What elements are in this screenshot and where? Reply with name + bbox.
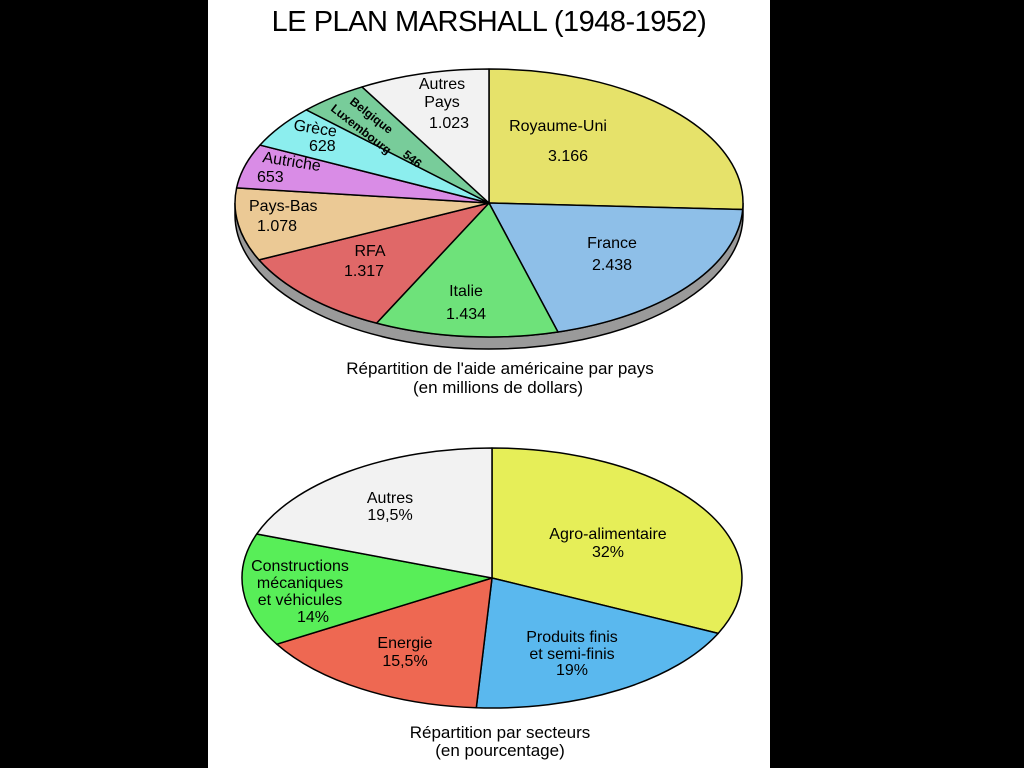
value-constructions: 14% [297, 609, 329, 626]
pie-slice-france [488, 202, 744, 333]
caption-countries-line2: (en millions de dollars) [413, 378, 583, 397]
pie-slice-pays-bas [234, 187, 490, 261]
value-energie: 15,5% [382, 653, 427, 670]
chart-title: LE PLAN MARSHALL (1948-1952) [271, 6, 707, 38]
label-produits-finis-line2: et semi-finis [529, 646, 614, 663]
label-grece: Grèce [292, 117, 338, 141]
label-agro-alimentaire: Agro-alimentaire [549, 526, 666, 543]
pie-slice-agro-alimentaire [491, 447, 743, 635]
pie-slice-produits-finis-et-semi-finis [475, 577, 719, 709]
value-autres: 19,5% [367, 507, 412, 524]
value-pays-bas: 1.078 [257, 218, 297, 235]
value-autres-pays: 1.023 [429, 115, 469, 132]
value-autriche: 653 [257, 169, 284, 186]
value-france: 2.438 [592, 257, 632, 274]
pie-slice-royaume-uni [488, 68, 744, 211]
caption-sectors-line2: (en pourcentage) [435, 741, 564, 760]
pie-slice-rfa [258, 202, 490, 324]
caption-countries-line1: Répartition de l'aide américaine par pay… [346, 359, 654, 378]
value-agro-alimentaire: 32% [592, 544, 624, 561]
label-rfa: RFA [354, 243, 385, 260]
label-constructions-line2: mécaniques [257, 575, 343, 592]
value-royaume-uni: 3.166 [548, 148, 588, 165]
value-rfa: 1.317 [344, 263, 384, 280]
pie-slice-italie [375, 202, 559, 338]
pie-slice-constructions-mecaniques-et-vehicules [241, 533, 493, 645]
label-autres: Autres [367, 490, 413, 507]
label-france: France [587, 235, 637, 252]
label-autres-pays-line1: Autres [419, 76, 465, 93]
label-italie: Italie [449, 283, 483, 300]
label-energie: Energie [377, 635, 432, 652]
label-produits-finis-line1: Produits finis [526, 629, 618, 646]
pie-chart-sectors: Agro-alimentaire 32% Produits finis et s… [241, 447, 743, 760]
caption-sectors-line1: Répartition par secteurs [410, 723, 590, 742]
value-grece: 628 [309, 138, 336, 155]
label-royaume-uni: Royaume-Uni [509, 118, 607, 135]
pie-slice-energie [276, 577, 493, 709]
label-constructions-line3: et véhicules [258, 592, 343, 609]
value-produits-finis: 19% [556, 662, 588, 679]
pie-slice-autres-pays [361, 68, 490, 204]
chart-panel: LE PLAN MARSHALL (1948-1952) Royaume-Uni… [208, 0, 770, 768]
label-constructions-line1: Constructions [251, 558, 349, 575]
label-autres-pays-line2: Pays [424, 94, 460, 111]
pie-slice-autres [256, 447, 493, 579]
pie-chart-countries: Royaume-Uni 3.166 France 2.438 Italie 1.… [234, 68, 744, 397]
charts-svg: Royaume-Uni 3.166 France 2.438 Italie 1.… [234, 68, 744, 760]
label-pays-bas: Pays-Bas [249, 198, 317, 215]
value-italie: 1.434 [446, 306, 486, 323]
